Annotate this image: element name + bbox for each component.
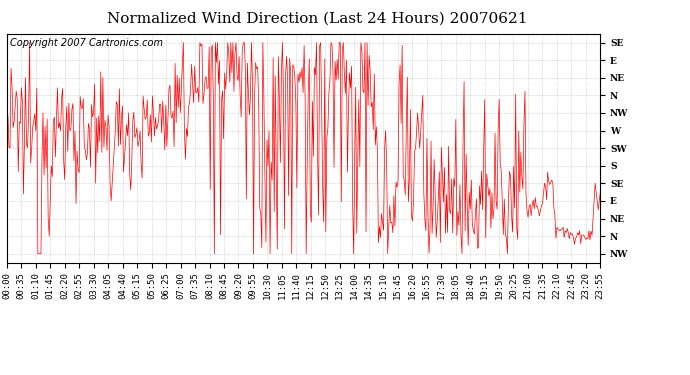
Text: Normalized Wind Direction (Last 24 Hours) 20070621: Normalized Wind Direction (Last 24 Hours… <box>107 11 528 25</box>
Text: Copyright 2007 Cartronics.com: Copyright 2007 Cartronics.com <box>10 38 163 48</box>
